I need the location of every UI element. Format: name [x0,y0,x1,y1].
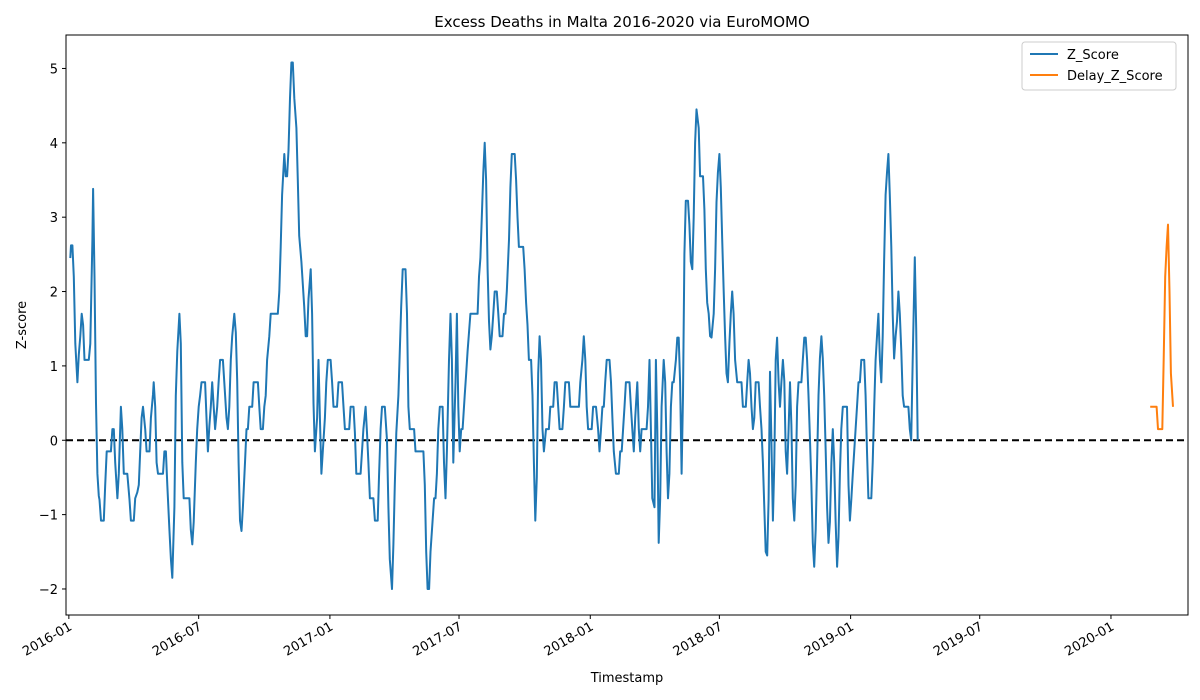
x-tick-label: 2019-01 [802,619,857,659]
x-tick-label: 2020-01 [1062,619,1117,659]
y-tick-label: 0 [50,434,58,449]
legend-box [1021,41,1177,91]
series-line-delay-z-score [1150,223,1174,431]
y-axis-title: Z-score [15,301,30,349]
legend-label: Delay_Z_Score [1067,69,1163,84]
y-tick-label: 5 [50,62,58,77]
x-tick-label: 2019-07 [931,619,986,659]
axes: −2 −1 0 1 2 3 4 5 2016-01 2016-07 2017-01 2017-07 20… [20,62,1117,659]
plot-area [66,61,1188,590]
x-axis-title: Timestamp [590,671,664,686]
x-tick-label: 2017-01 [281,619,336,659]
legend-label: Z_Score [1067,48,1119,63]
x-tick-label: 2016-07 [150,619,205,659]
y-tick-label: 4 [50,137,58,152]
y-tick-label: −2 [39,583,58,598]
x-tick-label: 2016-01 [20,619,75,659]
x-tick-label: 2018-01 [542,619,597,659]
y-tick-label: 1 [50,360,58,375]
legend: Z_Score Delay_Z_Score [1021,41,1177,91]
y-tick-label: 3 [50,211,58,226]
x-tick-label: 2018-07 [671,619,726,659]
x-tick-label: 2017-07 [410,619,465,659]
y-tick-label: −1 [39,509,58,524]
y-tick-label: 2 [50,286,58,301]
series-line-z-score [69,61,919,590]
plot-frame [65,34,1189,616]
chart-title: Excess Deaths in Malta 2016-2020 via Eur… [434,13,810,31]
